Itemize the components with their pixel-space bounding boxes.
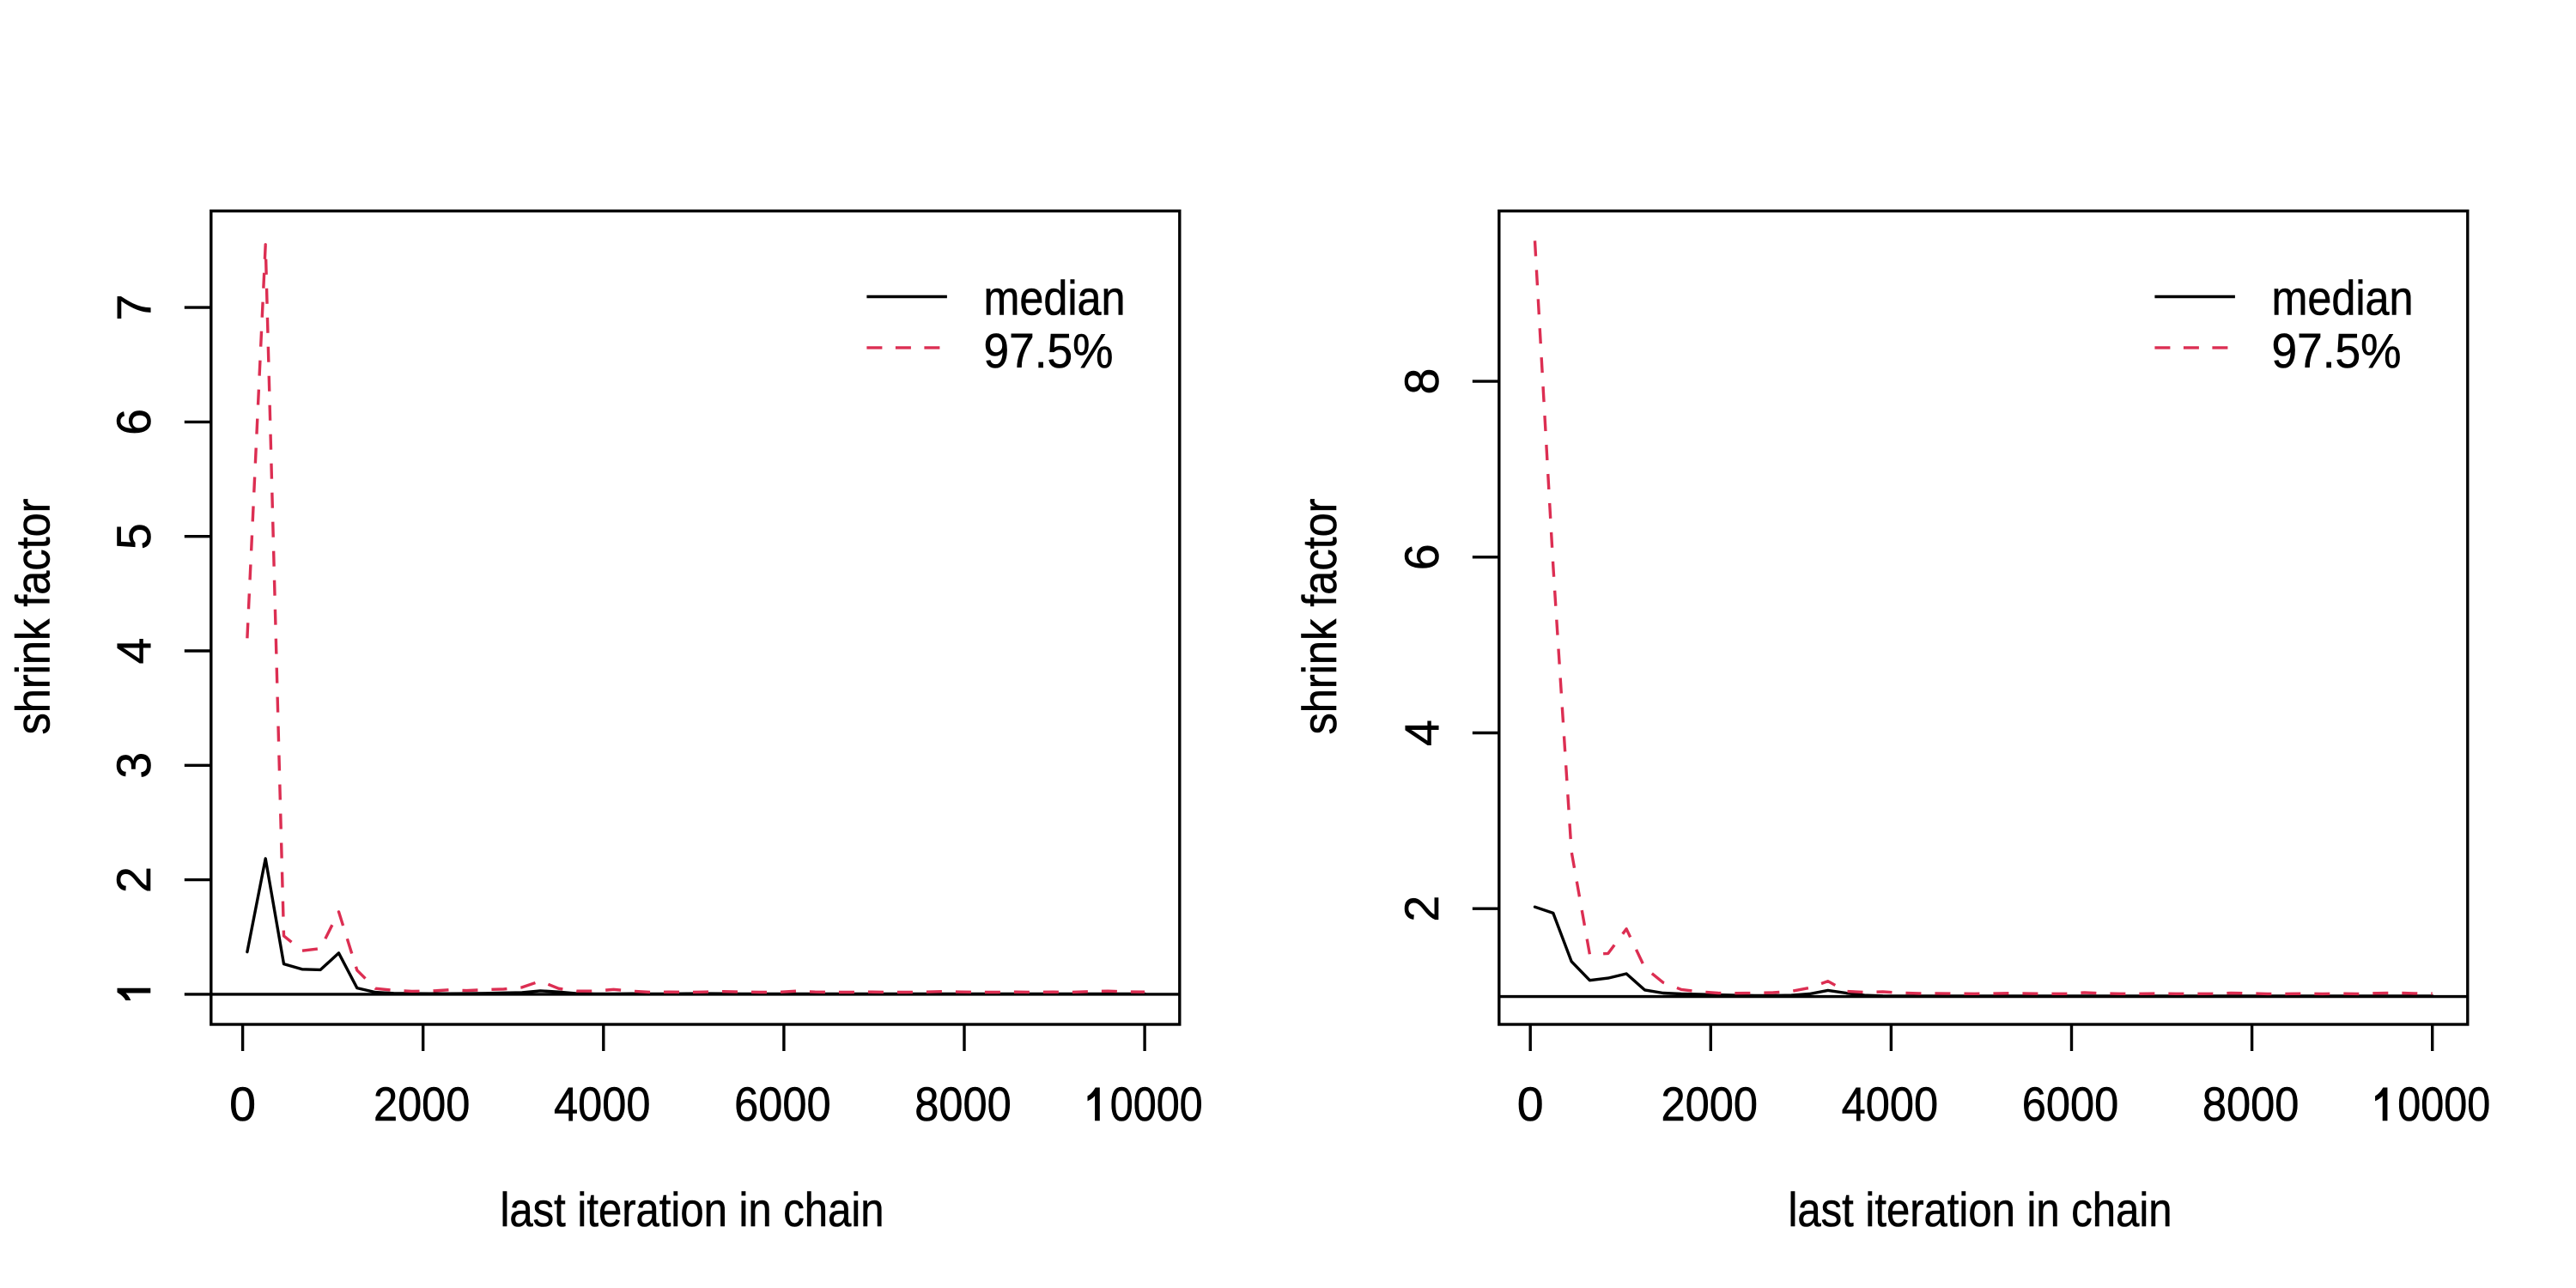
svg-text:2: 2 [1395, 896, 1449, 922]
svg-text:97.5%: 97.5% [2272, 324, 2402, 379]
svg-text:2000: 2000 [1662, 1078, 1759, 1131]
svg-text:8: 8 [1395, 368, 1449, 395]
svg-text:2: 2 [107, 866, 161, 893]
svg-text:4: 4 [107, 638, 161, 665]
svg-text:6000: 6000 [734, 1078, 831, 1131]
svg-text:4000: 4000 [1842, 1078, 1939, 1131]
svg-text:2000: 2000 [374, 1078, 471, 1131]
svg-text:97.5%: 97.5% [984, 324, 1114, 379]
svg-text:0000: 0000 [2397, 1078, 2490, 1131]
svg-text:median: median [984, 270, 1126, 325]
svg-text:last iteration in chain: last iteration in chain [1789, 1183, 2172, 1236]
svg-text:7: 7 [107, 295, 161, 321]
svg-text:shrink factor: shrink factor [7, 499, 60, 735]
svg-text:0000: 0000 [1110, 1078, 1203, 1131]
svg-text:5: 5 [107, 523, 161, 550]
svg-text:0: 0 [1517, 1078, 1544, 1131]
svg-text:0: 0 [229, 1078, 256, 1131]
svg-text:shrink factor: shrink factor [1293, 499, 1346, 735]
svg-text:6: 6 [107, 409, 161, 435]
svg-text:4: 4 [1395, 720, 1449, 746]
svg-text:median: median [2272, 270, 2414, 325]
svg-text:8000: 8000 [2202, 1078, 2300, 1131]
svg-text:8000: 8000 [914, 1078, 1012, 1131]
svg-text:3: 3 [107, 752, 161, 779]
svg-text:4000: 4000 [554, 1078, 651, 1131]
svg-text:6000: 6000 [2022, 1078, 2119, 1131]
svg-text:last iteration in chain: last iteration in chain [501, 1183, 884, 1236]
svg-text:6: 6 [1395, 544, 1449, 570]
